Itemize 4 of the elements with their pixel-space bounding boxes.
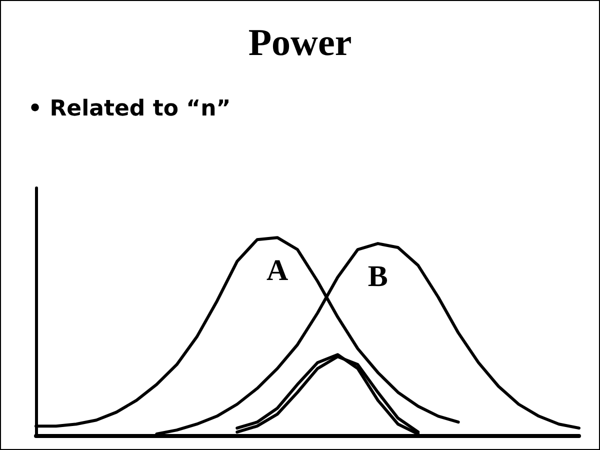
series-label: A [266, 254, 288, 288]
series-label: B [368, 260, 388, 294]
chart-title: Power [248, 22, 352, 64]
chart-subtitle: • Related to “n” [28, 96, 231, 122]
